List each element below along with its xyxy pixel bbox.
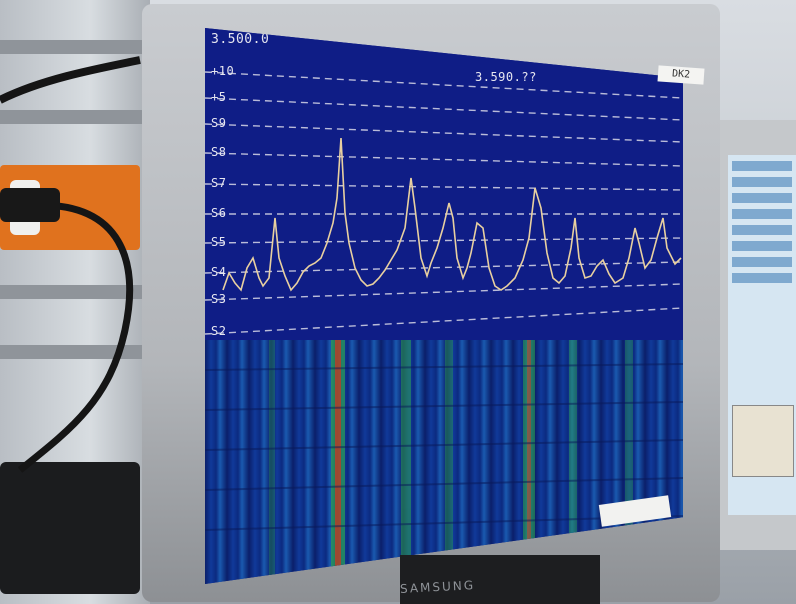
- scale-label: S8: [211, 145, 227, 159]
- frequency-left-label: 3.500.0: [211, 32, 270, 47]
- rack-rail: [0, 285, 150, 299]
- scale-label: S5: [211, 235, 227, 249]
- spectrum-trace: [222, 137, 682, 292]
- scale-label: S6: [211, 206, 227, 220]
- s-meter-gridlines: [205, 71, 683, 335]
- monitor-label-sticker: DK2: [657, 65, 705, 85]
- rack-rail: [0, 345, 150, 359]
- waterfall-panel: [205, 340, 683, 584]
- scale-label: S3: [211, 292, 227, 306]
- rack-rail: [0, 110, 150, 124]
- scale-label: +10: [211, 64, 235, 78]
- scale-label: S2: [211, 324, 227, 338]
- frequency-center-label: 3.590.??: [475, 70, 537, 84]
- spectrum-graph: [205, 71, 683, 335]
- dialog-window: [732, 405, 794, 477]
- rack-rail: [0, 40, 150, 54]
- scale-label: S9: [211, 116, 227, 130]
- monitor-stand: [400, 555, 600, 604]
- spectrum-panel: 3.500.0 3.590.?? +10 +5 S9 S8 S7 S6 S5 S…: [205, 28, 683, 340]
- sdr-display: 3.500.0 3.590.?? +10 +5 S9 S8 S7 S6 S5 S…: [205, 28, 683, 584]
- scale-label: +5: [211, 90, 227, 104]
- scale-label: S7: [211, 176, 227, 190]
- waterfall-signals: [205, 340, 683, 584]
- power-adapter: [0, 462, 140, 594]
- second-monitor-screen: [728, 155, 796, 515]
- scale-label: S4: [211, 265, 227, 279]
